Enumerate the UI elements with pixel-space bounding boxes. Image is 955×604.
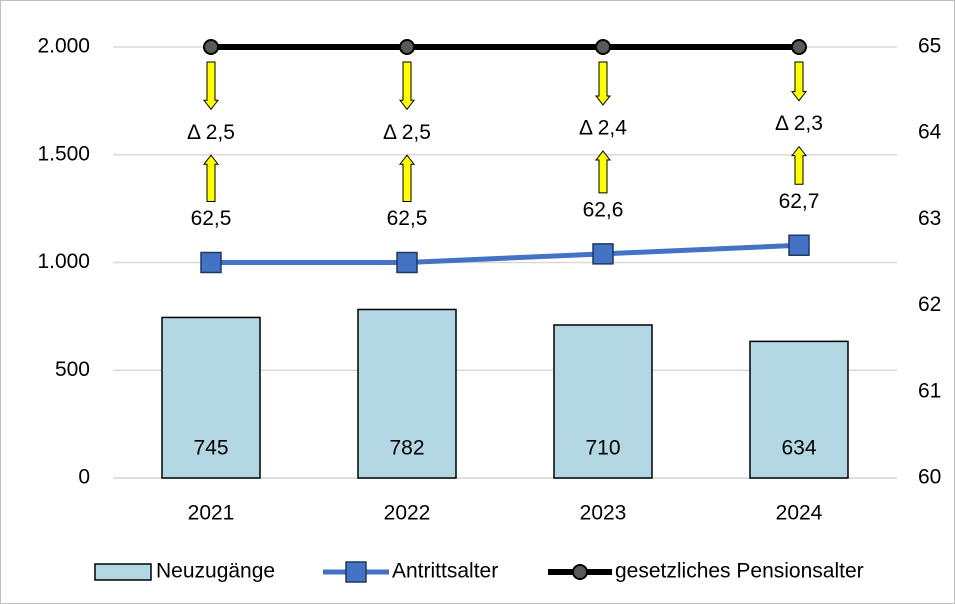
y-tick-label: 1.500 bbox=[37, 142, 90, 165]
bar bbox=[357, 308, 457, 479]
marker bbox=[592, 243, 614, 265]
arrow bbox=[594, 61, 612, 106]
arrow bbox=[398, 154, 416, 202]
legend-swatch bbox=[345, 561, 367, 583]
x-tick-label: 2023 bbox=[580, 502, 627, 525]
line-label: 62,5 bbox=[387, 207, 428, 230]
arrow bbox=[202, 154, 220, 202]
y-tick-label: 1.000 bbox=[37, 250, 90, 273]
annotation: Δ 2,3 bbox=[775, 112, 823, 135]
x-tick-label: 2024 bbox=[776, 502, 823, 525]
marker bbox=[200, 251, 222, 274]
legend-swatch bbox=[572, 564, 588, 580]
y-tick-label: 2.000 bbox=[37, 35, 90, 58]
marker bbox=[396, 251, 418, 274]
arrow bbox=[398, 61, 416, 111]
legend-label: Antrittsalter bbox=[392, 560, 498, 583]
bar-label: 634 bbox=[781, 437, 816, 460]
marker bbox=[791, 39, 807, 55]
marker bbox=[399, 39, 415, 55]
bar bbox=[749, 340, 849, 479]
annotation: Δ 2,5 bbox=[187, 121, 235, 144]
line-label: 62,5 bbox=[191, 207, 232, 230]
y-tick-label: 0 bbox=[78, 466, 90, 489]
legend-label: Neuzugänge bbox=[156, 560, 275, 583]
arrow bbox=[790, 145, 808, 185]
legend-swatch bbox=[94, 563, 152, 581]
marker bbox=[203, 39, 219, 55]
y2-tick-label: 63 bbox=[918, 207, 941, 230]
line-label: 62,7 bbox=[779, 190, 820, 213]
annotation: Δ 2,5 bbox=[383, 121, 431, 144]
y2-tick-label: 64 bbox=[918, 121, 942, 144]
line bbox=[211, 242, 800, 265]
y-tick-label: 500 bbox=[55, 358, 90, 381]
x-tick-label: 2021 bbox=[188, 502, 235, 525]
bar-label: 745 bbox=[193, 437, 228, 460]
bar bbox=[161, 316, 261, 479]
arrow bbox=[202, 61, 220, 111]
arrow bbox=[594, 150, 612, 194]
bar bbox=[553, 324, 653, 479]
annotation: Δ 2,4 bbox=[579, 116, 627, 139]
y2-tick-label: 62 bbox=[918, 293, 941, 316]
x-tick-label: 2022 bbox=[384, 502, 431, 525]
bar-label: 710 bbox=[585, 437, 620, 460]
y2-tick-label: 65 bbox=[918, 35, 941, 58]
bar-label: 782 bbox=[389, 437, 424, 460]
arrow bbox=[790, 61, 808, 102]
line-label: 62,6 bbox=[583, 198, 624, 221]
marker bbox=[595, 39, 611, 55]
y2-tick-label: 60 bbox=[918, 466, 941, 489]
y2-tick-label: 61 bbox=[918, 379, 941, 402]
legend-label: gesetzliches Pensionsalter bbox=[615, 560, 864, 583]
marker bbox=[788, 234, 810, 257]
